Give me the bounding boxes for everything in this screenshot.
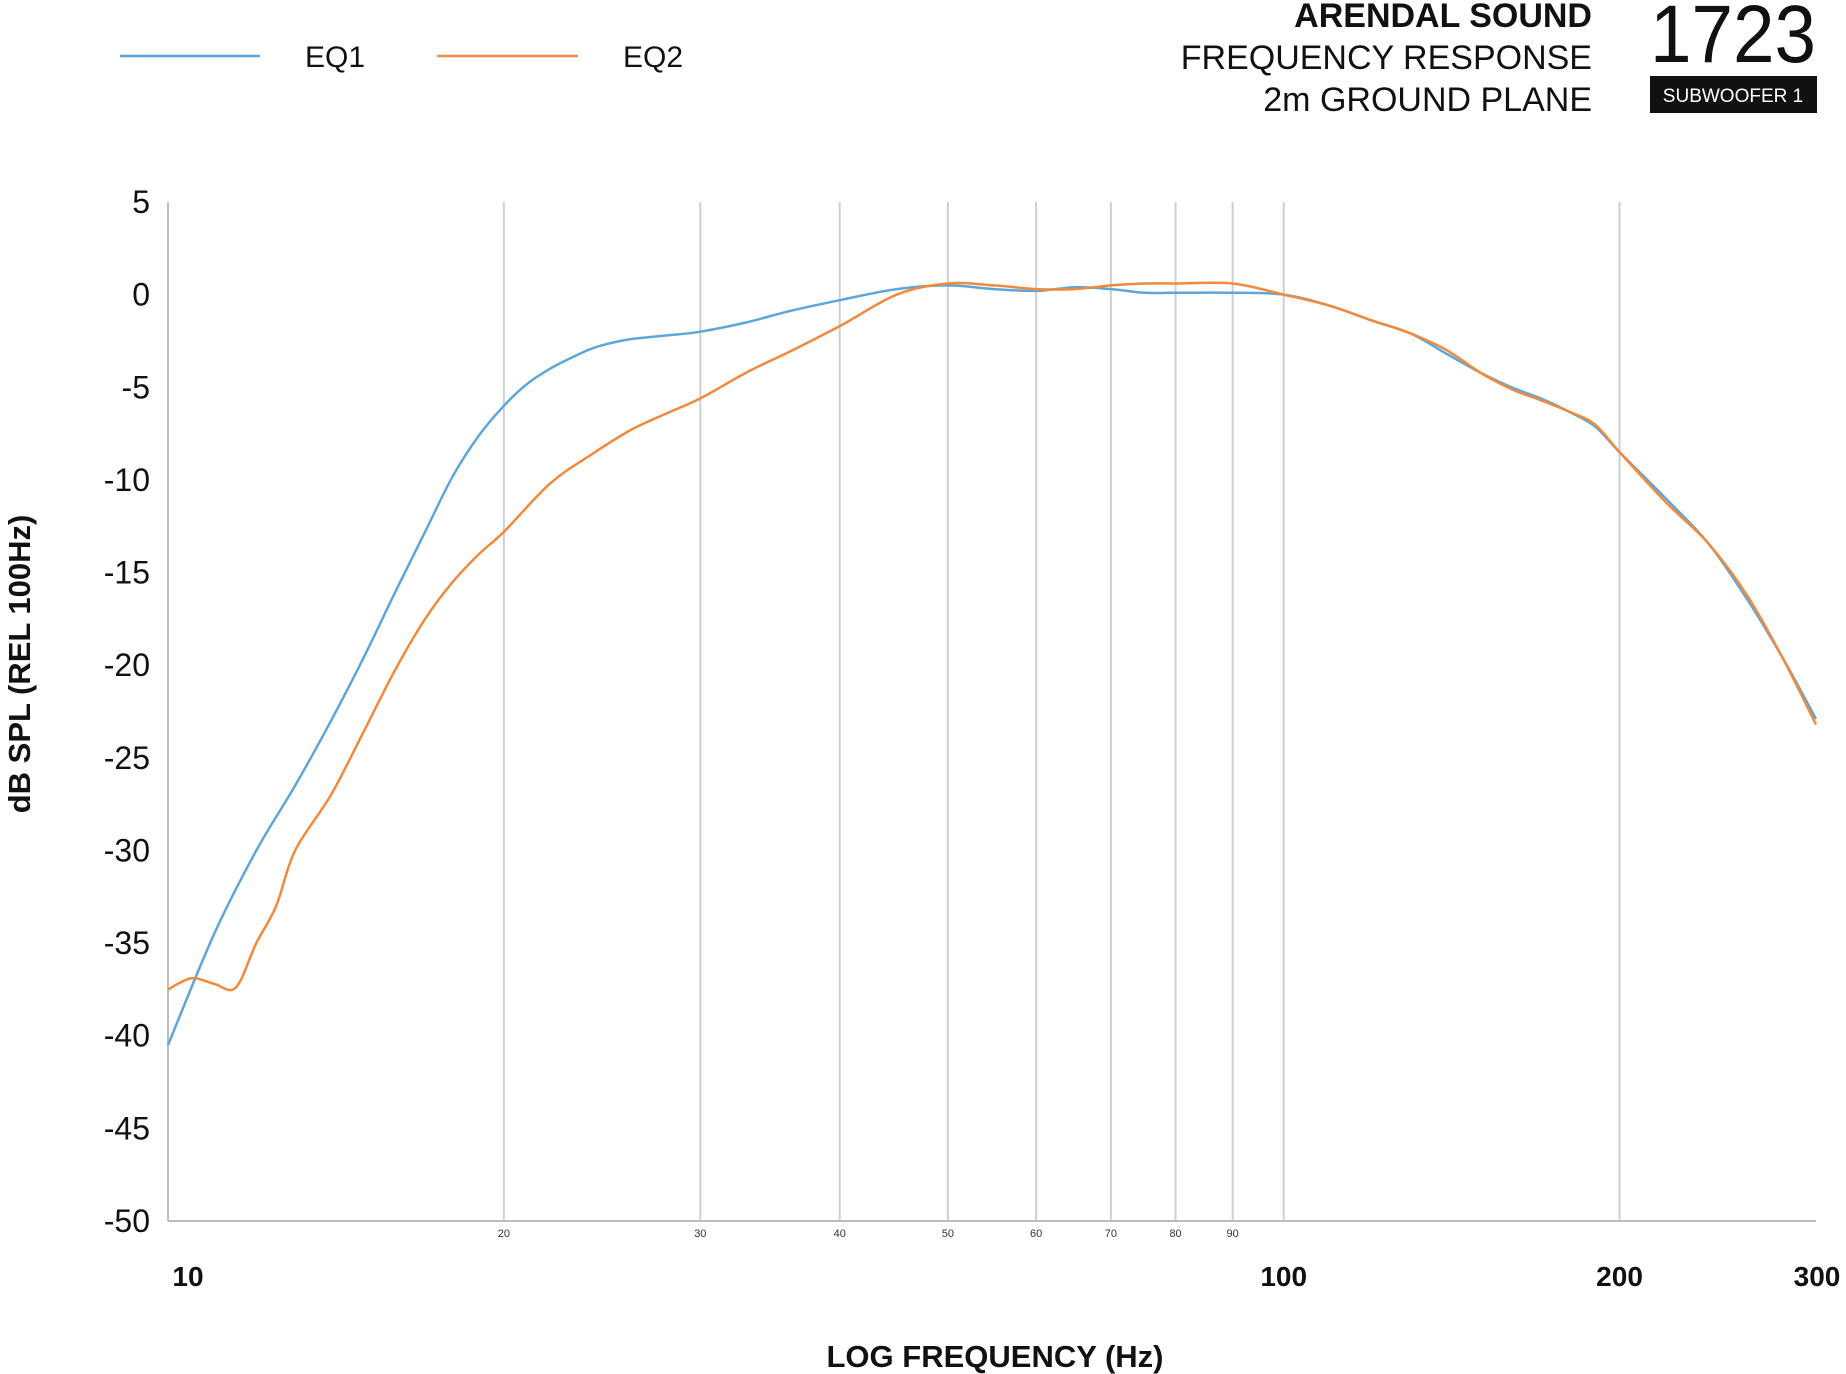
y-tick-label: -30 <box>104 832 150 868</box>
x-tick-label-minor: 80 <box>1169 1228 1181 1240</box>
y-tick-label: 5 <box>132 184 150 220</box>
x-tick-label-major: 200 <box>1596 1261 1643 1292</box>
series-line-eq1 <box>166 284 1818 1046</box>
model-number: 1723 <box>1650 0 1816 80</box>
model-badge <box>1650 76 1817 113</box>
x-tick-label-major: 100 <box>1260 1261 1307 1292</box>
x-tick-label-minor: 40 <box>834 1228 846 1240</box>
y-tick-label: 0 <box>132 277 150 313</box>
legend-label-eq2: EQ2 <box>623 41 683 74</box>
x-tick-label-minor: 90 <box>1227 1228 1239 1240</box>
axes <box>167 202 1816 1222</box>
y-tick-labels: 5 0 -5 -10 -15 -20 -25 -30 -35 -40 -45 -50 <box>104 184 150 1239</box>
brand-title: ARENDAL SOUND <box>1294 0 1592 35</box>
x-tick-label-major: 300 <box>1794 1261 1841 1292</box>
x-tick-label-minor: 30 <box>694 1228 706 1240</box>
y-tick-label: -20 <box>104 647 150 683</box>
legend-label-eq1: EQ1 <box>305 41 365 74</box>
x-axis-title: LOG FREQUENCY (Hz) <box>827 1339 1164 1374</box>
chart-subtitle: 2m GROUND PLANE <box>1263 81 1592 119</box>
x-tick-labels: 20 30 40 50 60 70 80 90 10 100 200 300 <box>172 1228 1840 1292</box>
y-tick-label: -40 <box>104 1018 150 1054</box>
series-line-eq2 <box>167 281 1818 992</box>
y-tick-label: -50 <box>104 1203 150 1239</box>
legend: EQ1 EQ2 <box>120 41 683 74</box>
y-tick-label: -45 <box>104 1110 150 1146</box>
x-tick-label-minor: 50 <box>942 1228 954 1240</box>
chart-header: ARENDAL SOUND FREQUENCY RESPONSE 2m GROU… <box>1181 0 1817 119</box>
series-lines <box>166 281 1818 1046</box>
x-tick-label-minor: 60 <box>1030 1228 1042 1240</box>
x-tick-label-minor: 20 <box>498 1228 510 1240</box>
x-tick-label-minor: 70 <box>1105 1228 1117 1240</box>
grid-lines <box>502 202 1621 1221</box>
y-tick-label: -15 <box>104 555 150 591</box>
x-tick-label-major: 10 <box>172 1261 203 1292</box>
y-tick-label: -10 <box>104 462 150 498</box>
y-tick-label: -25 <box>104 740 150 776</box>
y-tick-label: -5 <box>122 369 150 405</box>
y-axis-title: dB SPL (REL 100Hz) <box>2 515 37 814</box>
y-tick-label: -35 <box>104 925 150 961</box>
model-badge-label: SUBWOOFER 1 <box>1663 86 1803 107</box>
chart-title: FREQUENCY RESPONSE <box>1181 39 1592 77</box>
